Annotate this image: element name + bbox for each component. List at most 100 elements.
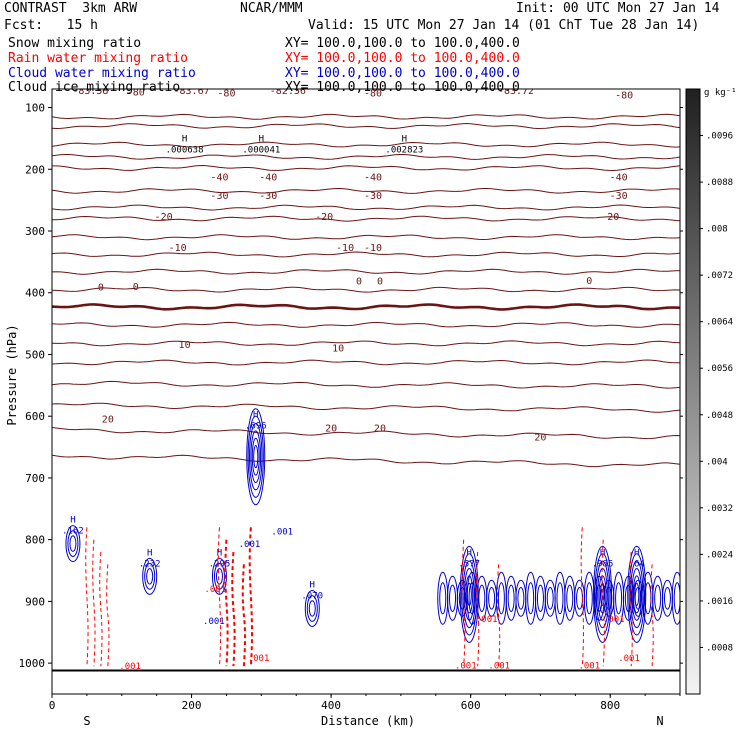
ice-high-marker: H [182, 135, 187, 145]
colorbar-bar [685, 88, 701, 695]
low-value: -82.56 [270, 86, 306, 97]
isotherm-label: 20 [102, 415, 114, 426]
cloud-water-high-marker: H [310, 580, 315, 590]
low-value: -83.67 [173, 86, 209, 97]
rain-contour [92, 539, 96, 667]
cloud-water-contour [536, 584, 544, 613]
legend-snow-label: Snow mixing ratio [8, 36, 142, 51]
cloud-water-contour [566, 584, 574, 613]
ice-high-value: .000638 [166, 146, 204, 156]
cloud-water-contour [488, 587, 496, 610]
model-title: CONTRAST 3km ARW [4, 1, 138, 16]
cloud-water-high-marker: H [600, 548, 605, 558]
low-marker: L [189, 74, 195, 85]
cloud-water-contour [459, 545, 479, 643]
cloud-water-label: .001 [271, 527, 293, 537]
rain-contour [106, 564, 110, 667]
cloud-water-label: .001 [239, 540, 261, 550]
rain-contour [85, 527, 89, 667]
forecast-hour: Fcst: 15 h [4, 18, 98, 33]
cloud-water-high-value: .696 [245, 422, 267, 432]
cloud-water-contour [247, 415, 264, 498]
cloud-water-contour [142, 557, 158, 595]
isotherm-line [52, 188, 680, 194]
y-tick-label: 700 [25, 472, 45, 485]
cloud-water-contour [251, 437, 260, 476]
cloud-water-high-value: .295 [209, 559, 231, 569]
isotherm-line [52, 454, 680, 468]
rain-contour [629, 551, 633, 667]
isotherm-line [52, 380, 680, 389]
colorbar-tick-label: .0072 [706, 271, 733, 281]
isotherm-label: -40 [364, 173, 382, 184]
rain-label: .001 [618, 654, 640, 664]
cloud-water-high-marker: H [467, 548, 472, 558]
cloud-water-contour [605, 587, 613, 610]
isotherm-line [52, 251, 680, 258]
org-label: NCAR/MMM [240, 1, 303, 16]
rain-label: .001 [476, 615, 498, 625]
cloud-water-contour [478, 584, 486, 613]
isotherm-label: -10 [169, 243, 187, 254]
y-tick-label: 300 [25, 225, 45, 238]
low-value: -83.72 [498, 86, 534, 97]
colorbar-tick-label: .0032 [706, 504, 733, 514]
colorbar-tick-label: .008 [706, 225, 728, 235]
isotherm-label: -40 [259, 173, 277, 184]
y-tick-label: 800 [25, 534, 45, 547]
isotherm-line [52, 427, 680, 440]
rain-contour [231, 551, 236, 667]
cloud-water-contour [527, 582, 535, 615]
isotherm-line [52, 402, 680, 413]
ice-high-marker: H [259, 135, 264, 145]
isotherm-line [52, 141, 680, 148]
rain-label: .001 [204, 585, 226, 595]
isotherm-label: -20 [315, 212, 333, 223]
rain-contour [462, 539, 466, 667]
y-tick-label: 400 [25, 287, 45, 300]
cloud-water-contour [69, 535, 77, 552]
cloud-water-high-marker: H [253, 411, 258, 421]
cloud-water-contour [249, 422, 263, 491]
cloud-water-contour [631, 568, 643, 621]
rain-contour [580, 527, 584, 667]
isotherm-label: 10 [332, 344, 344, 355]
x-tick-label: 400 [321, 699, 341, 712]
cloud-water-contour [215, 568, 223, 585]
cloud-water-high-value: .232 [139, 559, 161, 569]
isotherm-label: -30 [610, 191, 628, 202]
colorbar-tick-label: .0056 [706, 364, 733, 374]
isotherm-label: -80 [127, 87, 145, 98]
x-tick-label: 600 [461, 699, 481, 712]
cloud-water-contour [250, 430, 262, 484]
cloud-water-contour [663, 587, 671, 610]
isotherm-line [52, 154, 680, 160]
cloud-water-contour [634, 582, 640, 606]
cloud-water-contour [644, 582, 652, 615]
rain-contour [496, 564, 501, 667]
rain-contour [650, 564, 654, 667]
colorbar-tick-label: .004 [706, 457, 728, 467]
low-marker: L [87, 74, 93, 85]
isotherm-label: 20 [325, 423, 337, 434]
low-marker: L [513, 74, 519, 85]
isotherm-label: -30 [259, 191, 277, 202]
colorbar-tick-label: .0008 [706, 643, 733, 653]
isotherm-label: -30 [210, 191, 228, 202]
rain-contour [99, 551, 103, 667]
y-tick-label: 600 [25, 410, 45, 423]
cloud-water-contour [627, 545, 647, 643]
y-tick-label: 900 [25, 595, 45, 608]
cloud-water-high-marker: H [147, 548, 152, 558]
isotherm-line [52, 164, 680, 172]
cloud-water-contour [439, 582, 447, 615]
south-end-label: S [83, 714, 90, 728]
isotherm-label: 10 [179, 340, 191, 351]
cloud-water-high-marker: H [634, 548, 639, 558]
cloud-water-high-marker: H [70, 516, 75, 526]
cloud-water-contour [65, 525, 81, 563]
isotherm-line [52, 234, 680, 241]
colorbar-unit: g kg⁻¹ [704, 88, 737, 98]
isotherm-line [52, 204, 680, 211]
